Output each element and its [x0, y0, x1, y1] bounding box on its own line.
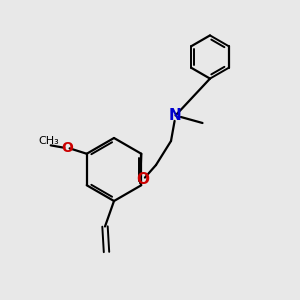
Text: O: O — [61, 141, 73, 155]
Text: N: N — [169, 108, 182, 123]
Text: CH₃: CH₃ — [38, 136, 59, 146]
Text: O: O — [136, 172, 149, 188]
